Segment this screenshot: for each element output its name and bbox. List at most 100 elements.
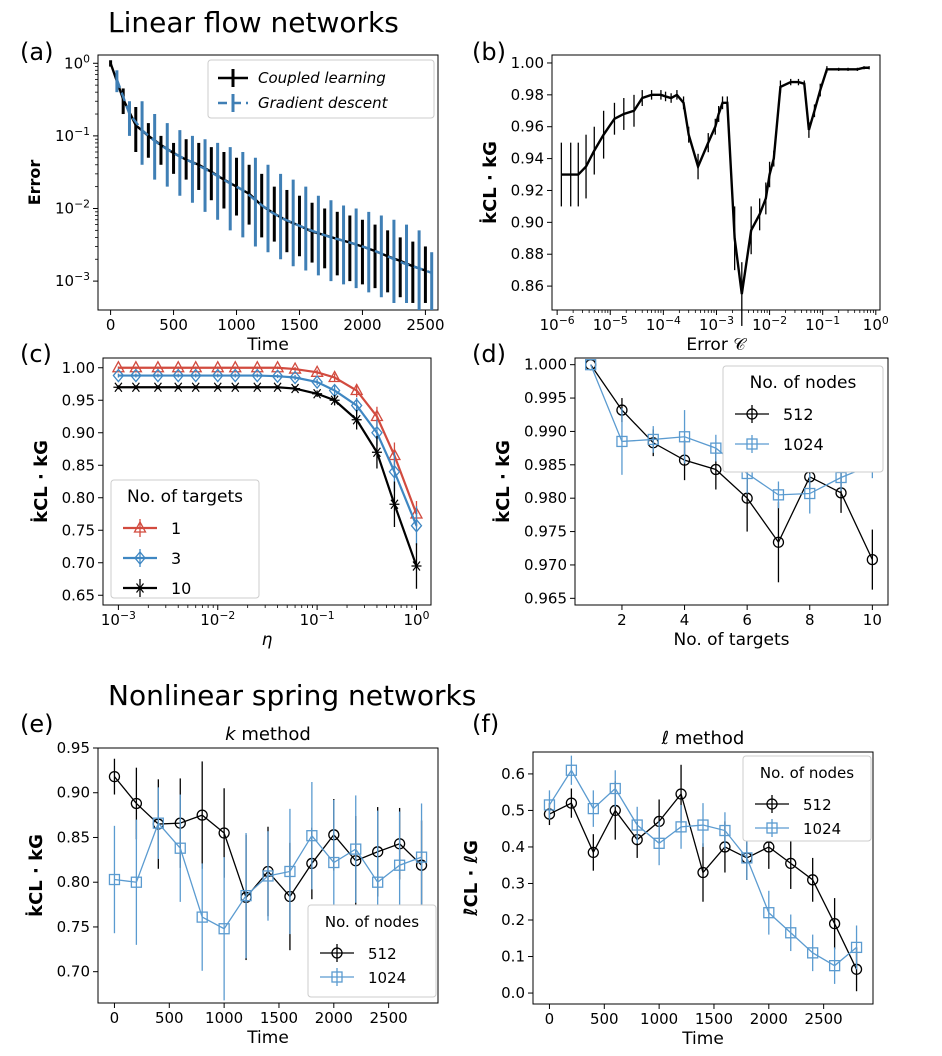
data-point [587,802,599,815]
legend-title: No. of nodes [750,373,857,393]
x-tick-label: 10−3 [101,609,136,630]
data-point [411,561,422,571]
data-point [252,382,263,393]
y-axis-label: k̇CL · kG [31,440,52,523]
x-tick-label: 10−5 [593,314,628,335]
data-point [393,859,406,871]
legend: No. of nodes 512 1024 [307,904,437,998]
y-tick-label: 0.86 [511,277,544,295]
y-tick-label: 0.90 [511,213,544,231]
data-point [312,388,323,399]
x-tick-label: 1000 [217,316,255,334]
legend-label: 3 [171,549,181,568]
data-point [196,809,208,821]
y-tick-label: 0.0 [501,984,525,1002]
x-tick-label: 500 [590,1010,619,1028]
x-tick-label: 10−6 [540,314,575,335]
data-point [284,865,296,878]
y-tick-label: 0.90 [62,424,95,442]
series-line [548,769,857,967]
data-point [697,819,709,831]
y-tick-label: 10−1 [55,124,90,145]
data-point [543,799,556,811]
y-tick-label: 0.965 [524,589,567,607]
series-line [561,66,870,295]
x-axis-label: Time [681,1029,724,1049]
x-tick-label: 10−1 [300,609,335,630]
panel-e: (e) k method 0 500 1000 1500 2000 2500 0.70 0.75 0… [20,710,439,1048]
data-point [772,536,785,548]
data-point [251,368,264,383]
legend-marker [134,550,146,566]
panel-label: (b) [472,38,506,66]
legend-label: 512 [368,945,397,963]
data-point [350,843,362,855]
y-tick-label: 0.96 [511,118,544,136]
legend-marker [135,583,145,593]
x-axis-label: Time [246,1028,289,1048]
x-tick-label: 1000 [640,1010,678,1028]
y-axis-label: Error [25,160,44,206]
series-3 [112,368,423,546]
y-tick-label: 0.4 [501,838,525,856]
data-point [850,941,863,954]
x-tick-label: 6 [742,611,752,629]
data-point [415,851,428,863]
x-tick-label: 10−3 [699,314,734,335]
data-point [112,368,125,383]
data-point [240,889,252,902]
x-tick-label: 10−2 [752,314,787,335]
x-tick-label: 2 [617,611,627,629]
data-point [211,360,225,373]
y-tick-label: 100 [64,52,90,73]
x-tick-label: 2000 [315,1009,353,1027]
data-point [719,824,731,837]
data-point [565,797,578,809]
data-point [710,442,722,454]
legend-frame [207,59,435,119]
y-tick-label: 0.90 [57,784,90,802]
y-axis-label: k̇CL · kG [26,834,47,917]
series-line [549,792,858,970]
legend: No. of nodes 512 1024 [722,365,884,473]
legend-marker [766,822,778,834]
data-point [152,382,163,393]
x-tick-label: 100 [863,314,889,335]
data-point [675,821,687,833]
data-point [772,489,785,501]
data-point [653,837,665,849]
data-point [741,852,753,864]
x-axis-label: No. of targets [674,630,790,650]
data-point [647,433,659,446]
axes-frame [97,54,439,311]
data-point [218,827,230,839]
data-point [130,382,141,393]
legend-frame [110,479,260,599]
legend-label: Coupled learning [258,69,386,87]
data-point [828,960,841,972]
panel-label: (d) [472,340,506,368]
y-axis-label: ℓ̇CL · ℓG [461,840,482,917]
data-point [585,359,597,371]
y-tick-label: 10−3 [55,270,90,291]
legend: No. of targets 1 3 10 [110,479,260,599]
legend-marker [133,520,147,533]
legend-marker [331,947,343,959]
series-0 [560,66,870,326]
data-point [152,817,164,829]
series-10 [113,382,422,589]
y-tick-label: 0.1 [501,948,525,966]
data-point [152,368,164,383]
x-tick-label: 1500 [695,1010,733,1028]
series-1024 [543,755,863,984]
y-tick-label: 0.70 [57,963,90,981]
data-point [129,360,143,373]
panel-a: (a) 0 500 1000 1500 2000 2500 100 10−1 10−2 10−3 Ti… [20,38,445,355]
series-line [114,821,422,930]
panels: (a)0 500 1000 1500 2000 250010010−110−210−3Ti… [20,38,889,1049]
y-tick-label: 0.65 [62,586,95,604]
data-point [173,382,184,393]
legend-label: 1024 [803,820,841,838]
legend-marker [766,798,778,810]
